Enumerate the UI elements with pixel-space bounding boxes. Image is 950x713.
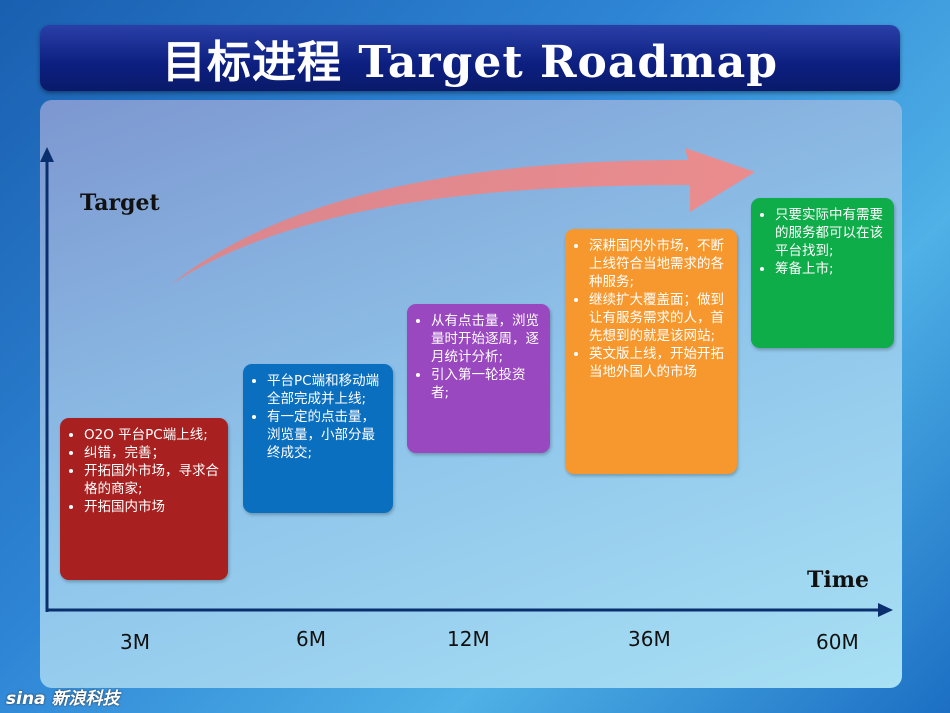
growth-arrow (170, 148, 755, 285)
tick-3m: 3M (120, 630, 150, 654)
sina-logo: sina 新浪科技 (6, 689, 120, 709)
title-bar: 目标进程 Target Roadmap (40, 25, 900, 91)
milestone-item: 筹备上市; (775, 260, 886, 278)
tick-12m: 12M (447, 627, 490, 651)
x-axis-arrow-icon (878, 603, 893, 617)
slide-title: 目标进程 Target Roadmap (162, 37, 778, 88)
milestone-item: 平台PC端和移动端全部完成并上线; (267, 372, 385, 408)
milestone-box-6m: 平台PC端和移动端全部完成并上线; 有一定的点击量，浏览量，小部分最终成交; (243, 364, 393, 513)
milestone-box-36m: 深耕国内外市场，不断上线符合当地需求的各种服务; 继续扩大覆盖面；做到让有服务需… (565, 229, 737, 474)
milestone-item: 深耕国内外市场，不断上线符合当地需求的各种服务; (589, 237, 729, 291)
milestone-item: O2O 平台PC端上线; (84, 426, 220, 444)
y-axis-label: Target (80, 190, 160, 216)
tick-36m: 36M (628, 627, 671, 651)
milestone-item: 引入第一轮投资者; (431, 366, 542, 402)
milestone-item: 开拓国内市场 (84, 498, 220, 516)
milestone-item: 英文版上线，开始开拓当地外国人的市场 (589, 345, 729, 381)
milestone-item: 有一定的点击量，浏览量，小部分最终成交; (267, 408, 385, 462)
y-axis-arrow-icon (40, 147, 54, 162)
milestone-item: 纠错，完善； (84, 444, 220, 462)
milestone-item: 从有点击量，浏览量时开始逐周，逐月统计分析; (431, 312, 542, 366)
milestone-box-60m: 只要实际中有需要的服务都可以在该平台找到; 筹备上市; (751, 198, 894, 348)
tick-60m: 60M (816, 630, 859, 654)
x-axis-label: Time (807, 567, 870, 593)
milestone-item: 开拓国外市场，寻求合格的商家; (84, 462, 220, 498)
tick-6m: 6M (296, 627, 326, 651)
milestone-box-12m: 从有点击量，浏览量时开始逐周，逐月统计分析; 引入第一轮投资者; (407, 304, 550, 453)
milestone-box-3m: O2O 平台PC端上线; 纠错，完善； 开拓国外市场，寻求合格的商家; 开拓国内… (60, 418, 228, 580)
milestone-item: 只要实际中有需要的服务都可以在该平台找到; (775, 206, 886, 260)
milestone-item: 继续扩大覆盖面；做到让有服务需求的人，首先想到的就是该网站; (589, 291, 729, 345)
